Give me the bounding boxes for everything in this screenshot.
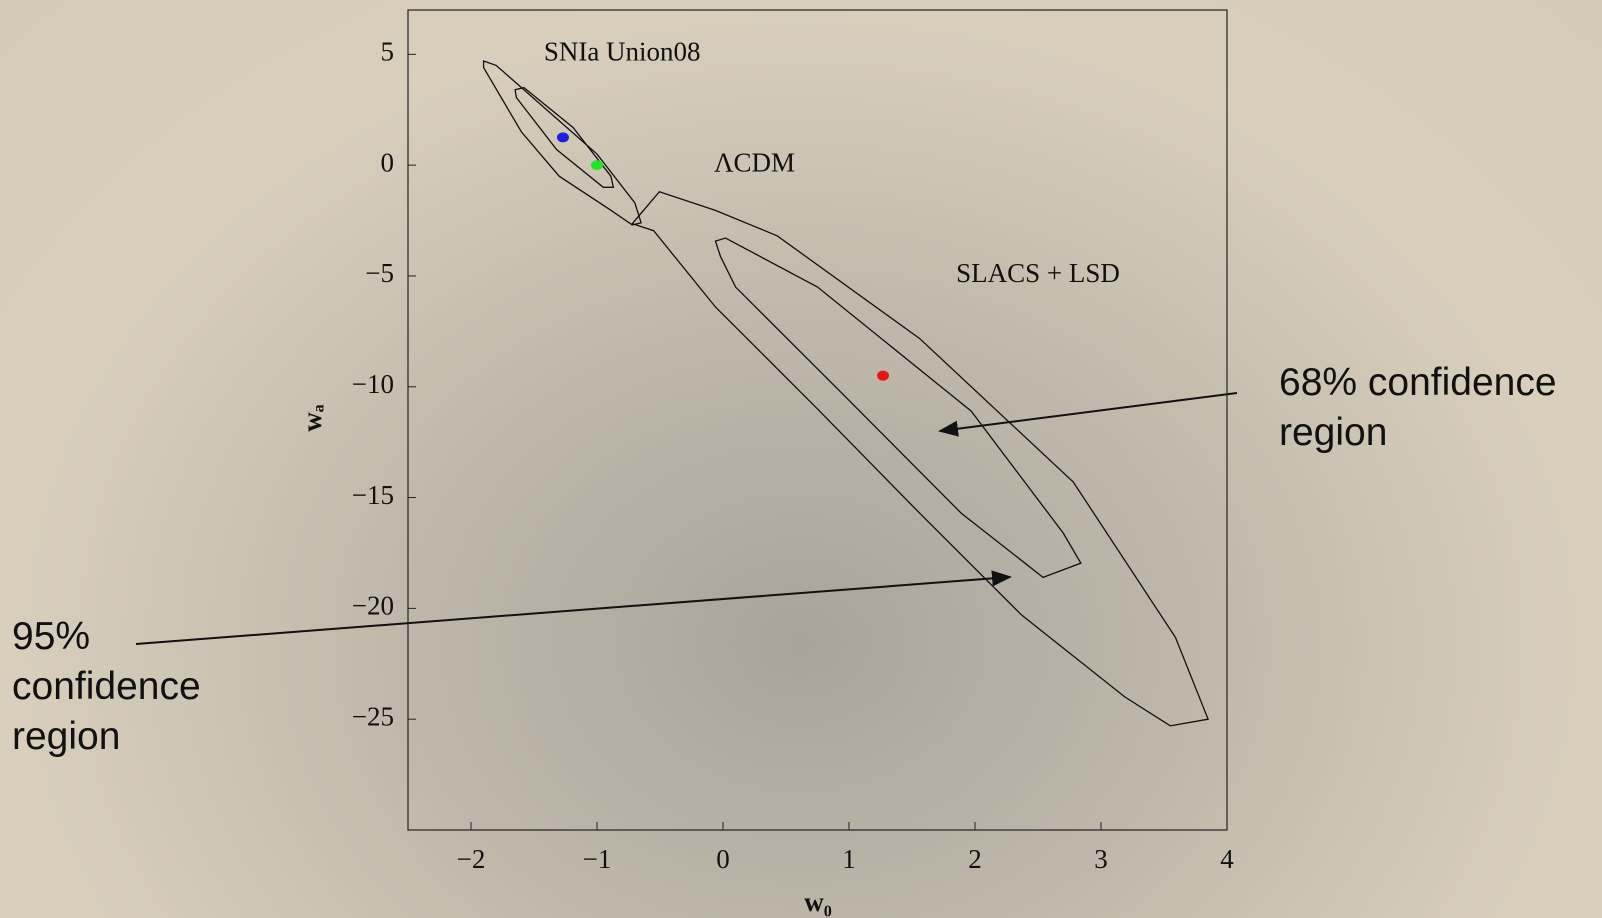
annotation: 95% confidence region bbox=[12, 612, 232, 762]
contour bbox=[632, 192, 1208, 726]
plot-label: ΛCDM bbox=[714, 147, 795, 177]
y-tick-label: 5 bbox=[381, 37, 395, 67]
point bbox=[557, 132, 569, 142]
x-tick-label: −2 bbox=[457, 844, 486, 874]
x-tick-label: 3 bbox=[1094, 844, 1108, 874]
chart: w₀ wₐ −2−10123450−5−10−15−20−25SNIa Unio… bbox=[0, 0, 1602, 918]
annotation: 68% confidence region bbox=[1279, 358, 1599, 458]
y-tick-label: −25 bbox=[352, 701, 394, 731]
x-tick-label: −1 bbox=[583, 844, 612, 874]
contour bbox=[484, 61, 641, 225]
y-tick-label: 0 bbox=[381, 147, 395, 177]
plot-frame bbox=[408, 10, 1227, 830]
y-tick-label: −15 bbox=[352, 480, 394, 510]
page: w₀ wₐ −2−10123450−5−10−15−20−25SNIa Unio… bbox=[0, 0, 1602, 918]
arrow bbox=[136, 577, 1010, 644]
x-tick-label: 0 bbox=[716, 844, 730, 874]
point bbox=[877, 371, 889, 381]
x-tick-label: 1 bbox=[842, 844, 856, 874]
x-axis-label: w₀ bbox=[804, 887, 832, 917]
y-tick-label: −10 bbox=[352, 369, 394, 399]
y-tick-label: −20 bbox=[352, 591, 394, 621]
x-tick-label: 4 bbox=[1220, 844, 1234, 874]
plot-label: SNIa Union08 bbox=[544, 37, 701, 67]
y-axis-label: wₐ bbox=[297, 404, 327, 431]
contour bbox=[715, 238, 1080, 577]
y-tick-label: −5 bbox=[365, 258, 394, 288]
plot-label: SLACS + LSD bbox=[956, 258, 1120, 288]
x-tick-label: 2 bbox=[968, 844, 982, 874]
point bbox=[591, 160, 603, 170]
